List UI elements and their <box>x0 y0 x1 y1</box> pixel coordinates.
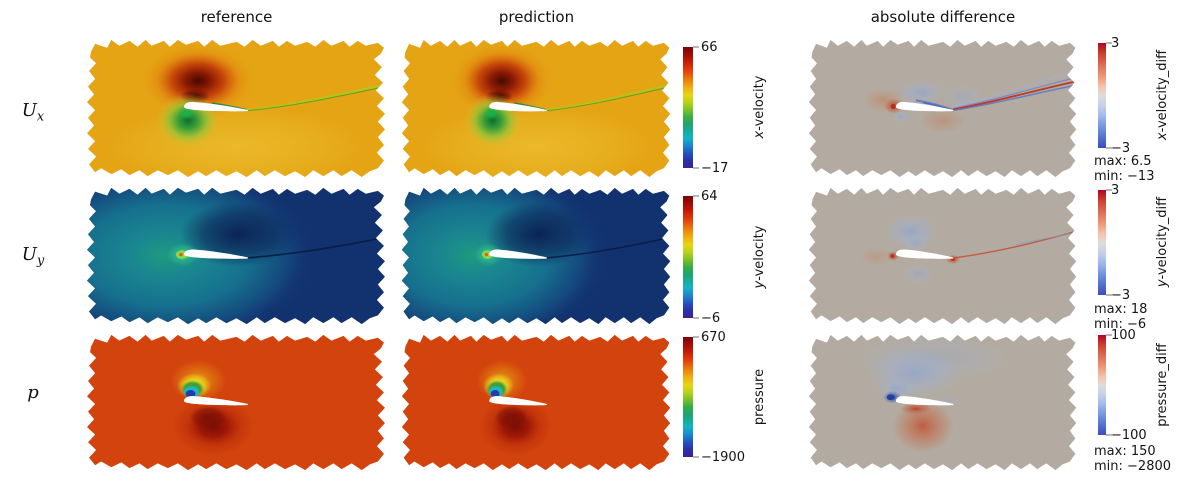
uy-prediction-field <box>401 187 671 325</box>
panel-uy-prediction <box>401 187 671 325</box>
p-diff-field <box>808 334 1077 471</box>
colorbar-tick-mark <box>693 46 699 48</box>
column-header-prediction: prediction <box>498 8 575 26</box>
colorbar-x-velocity-max: 66 <box>701 40 718 55</box>
p-prediction-field <box>401 334 671 471</box>
diff-stat-max: max: 6.5 <box>1094 154 1152 169</box>
colorbar-tick-mark <box>1106 334 1112 336</box>
colorbar-y-velocity-diff <box>1098 189 1112 296</box>
colorbar-tick-mark <box>693 456 699 458</box>
colorbar-pressure-label: pressure <box>752 368 767 426</box>
uy-reference-field <box>87 187 385 325</box>
row-label-ux: Ux <box>21 100 45 125</box>
colorbar-tick-mark <box>693 317 699 319</box>
colorbar-x-velocity-diff <box>1098 42 1112 149</box>
colorbar-tick-mark <box>1106 294 1112 296</box>
uy-diff-field <box>808 187 1077 325</box>
colorbar-pressure-diff-max: 100 <box>1111 328 1136 343</box>
colorbar-y-velocity-max: 64 <box>701 189 718 204</box>
colorbar-tick-mark <box>1106 189 1112 191</box>
wake-streak <box>545 82 671 111</box>
p-reference-field <box>87 334 385 471</box>
diff-stat-min: min: −6 <box>1094 317 1147 332</box>
column-header-reference: reference <box>200 8 273 26</box>
panel-ux-diff <box>808 39 1077 178</box>
colorbar-tick-mark <box>1106 434 1112 436</box>
colorbar-tick-mark <box>693 336 699 338</box>
panel-ux-reference <box>87 39 385 178</box>
panel-uy-diff <box>808 187 1077 325</box>
colorbar-y-velocity-diff-max: 3 <box>1111 183 1120 198</box>
colorbar-pressure-diff-label: pressure_diff <box>1155 343 1170 427</box>
wake-streak <box>246 235 385 259</box>
row-label-uy: Uy <box>21 244 45 269</box>
colorbar-x-velocity <box>683 46 699 169</box>
panel-p-reference <box>87 334 385 471</box>
colorbar-tick-mark <box>693 167 699 169</box>
colorbar-x-velocity-diff-label: x-velocity_diff <box>1155 49 1170 141</box>
colorbar-pressure-diff <box>1098 334 1112 436</box>
colorbar-pressure-max: 670 <box>701 330 726 345</box>
colorbar-x-velocity-diff-max: 3 <box>1111 36 1120 51</box>
ux-reference-field <box>87 39 385 178</box>
wake-streak <box>545 235 671 259</box>
colorbar-pressure-diff-min: −100 <box>1111 428 1147 443</box>
diff-stat-min: min: −2800 <box>1094 459 1172 474</box>
ux-diff-field <box>808 39 1077 178</box>
colorbar-y-velocity-min: −6 <box>701 311 721 326</box>
panel-ux-prediction <box>401 39 671 178</box>
wake-streak <box>952 79 1077 111</box>
column-header-absolute-difference: absolute difference <box>870 8 1016 26</box>
row-label-p: p <box>27 382 39 403</box>
diff-stat-max: max: 18 <box>1094 302 1148 317</box>
colorbar-pressure <box>683 336 699 458</box>
colorbar-x-velocity-diff-min: −3 <box>1111 141 1131 156</box>
colorbar-tick-mark <box>1106 147 1112 149</box>
colorbar-y-velocity-diff-min: −3 <box>1111 288 1131 303</box>
colorbar-tick-mark <box>693 195 699 197</box>
diff-stat-min: min: −13 <box>1094 169 1155 184</box>
wake-streak <box>246 82 385 112</box>
wake-streak <box>953 229 1077 259</box>
diff-stat-max: max: 150 <box>1094 444 1156 459</box>
colorbar-pressure-min: −1900 <box>701 450 745 465</box>
colorbar-x-velocity-label: x-velocity <box>752 75 767 139</box>
colorbar-tick-mark <box>1106 42 1112 44</box>
ux-prediction-field <box>401 39 671 178</box>
panel-uy-reference <box>87 187 385 325</box>
panel-p-prediction <box>401 334 671 471</box>
colorbar-x-velocity-min: −17 <box>701 161 729 176</box>
colorbar-y-velocity <box>683 195 699 319</box>
panel-p-diff <box>808 334 1077 471</box>
